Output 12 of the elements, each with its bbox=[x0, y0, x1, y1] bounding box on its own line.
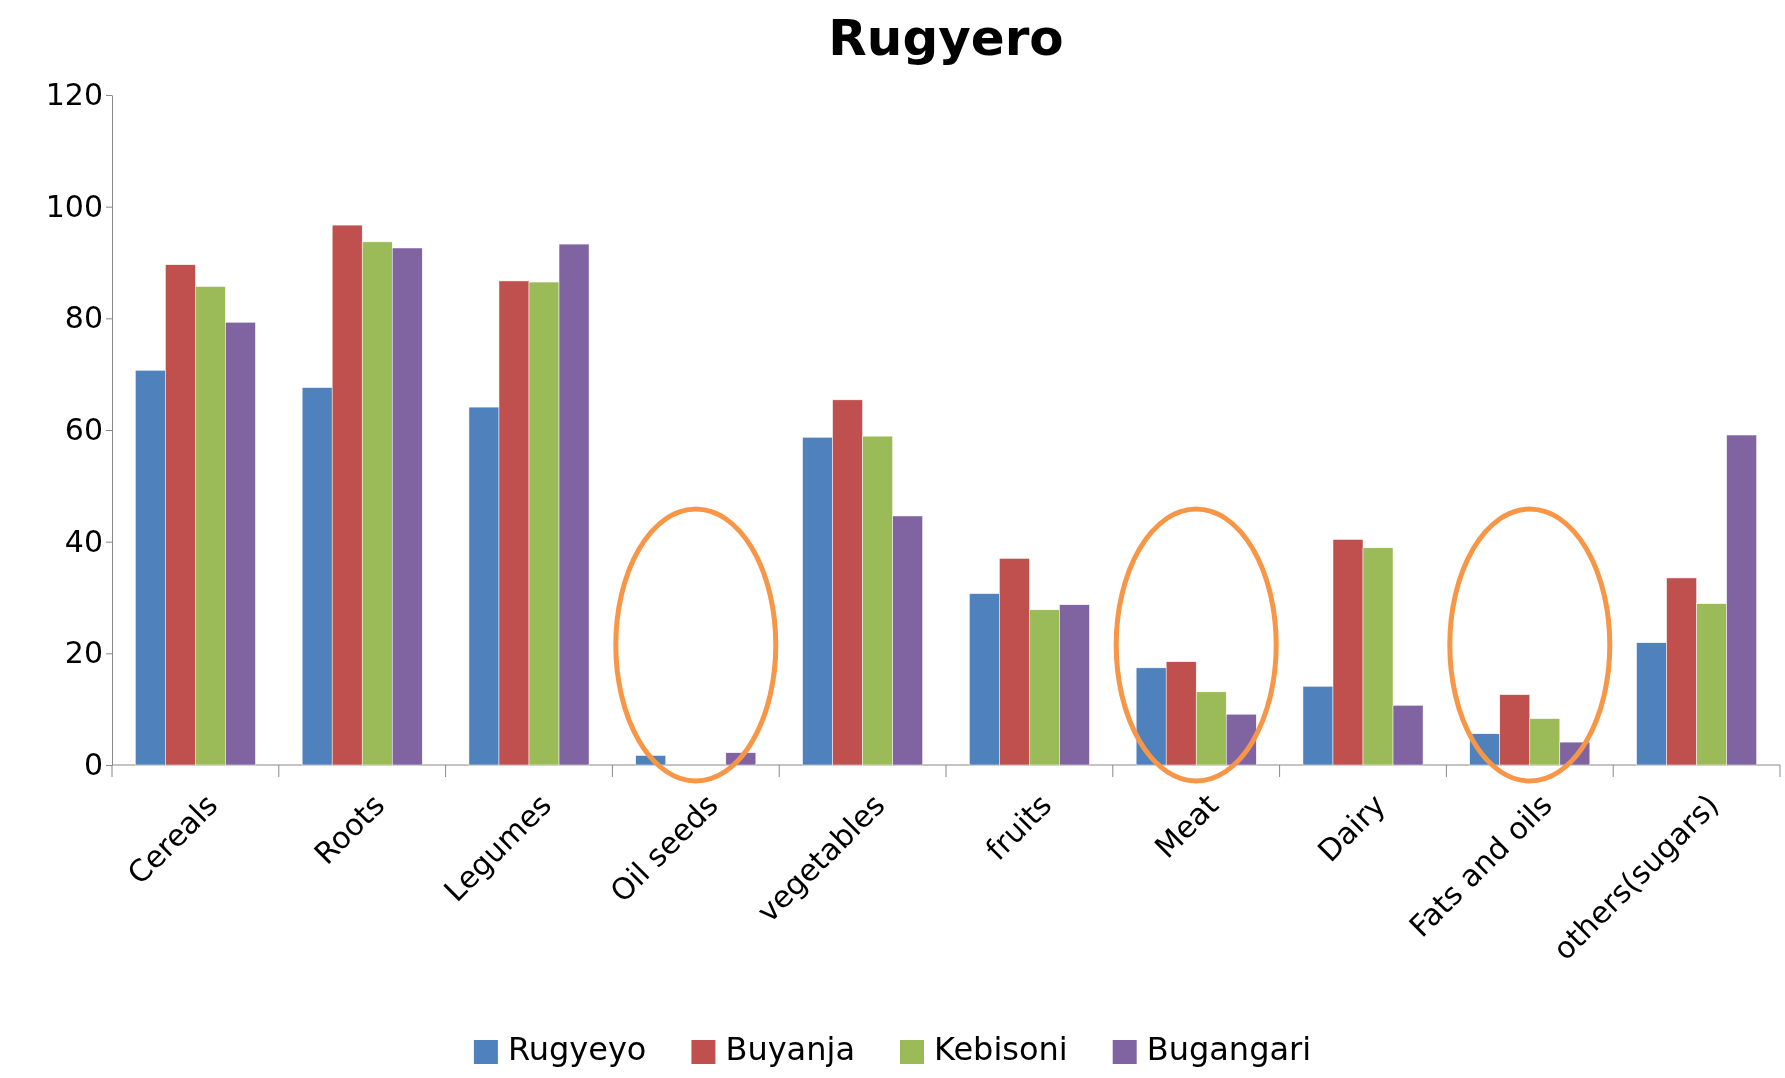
y-tick-label: 0 bbox=[83, 747, 103, 783]
legend-label: Buyanja bbox=[725, 1030, 855, 1068]
y-tick-label: 40 bbox=[64, 523, 103, 559]
legend-label: Rugyeyo bbox=[507, 1030, 647, 1068]
y-tick-label: 20 bbox=[64, 635, 103, 671]
legend-label: Kebisoni bbox=[933, 1030, 1068, 1068]
legend-label: Bugangari bbox=[1146, 1030, 1312, 1068]
y-tick-label: 60 bbox=[64, 412, 103, 448]
y-tick-label: 80 bbox=[64, 300, 103, 336]
y-tick-label: 120 bbox=[45, 77, 103, 113]
y-tick-label: 100 bbox=[45, 188, 103, 224]
chart-title: Rugyero bbox=[828, 9, 1064, 67]
